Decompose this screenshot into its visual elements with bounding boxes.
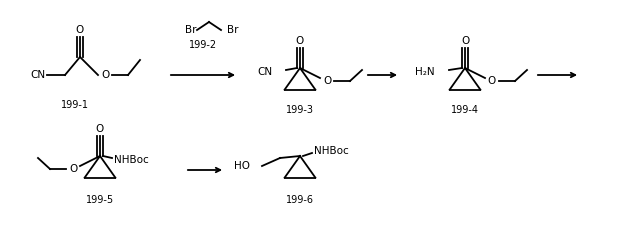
Text: HO: HO	[234, 161, 250, 171]
Text: 199-6: 199-6	[286, 195, 314, 205]
Text: O: O	[76, 25, 84, 35]
Text: O: O	[296, 36, 304, 46]
Text: O: O	[69, 164, 77, 174]
Text: O: O	[323, 76, 331, 86]
Text: Br: Br	[227, 25, 238, 35]
Text: CN: CN	[257, 67, 272, 77]
Text: 199-3: 199-3	[286, 105, 314, 115]
Text: O: O	[101, 70, 109, 80]
Text: O: O	[96, 124, 104, 134]
Text: NHBoc: NHBoc	[314, 146, 349, 156]
Text: O: O	[461, 36, 469, 46]
Text: 199-5: 199-5	[86, 195, 114, 205]
Text: NHBoc: NHBoc	[114, 155, 149, 165]
Text: O: O	[488, 76, 496, 86]
Text: 199-1: 199-1	[61, 100, 89, 110]
Text: 199-2: 199-2	[189, 40, 217, 50]
Text: Br: Br	[185, 25, 197, 35]
Text: H₂N: H₂N	[416, 67, 435, 77]
Text: CN: CN	[30, 70, 45, 80]
Text: 199-4: 199-4	[451, 105, 479, 115]
